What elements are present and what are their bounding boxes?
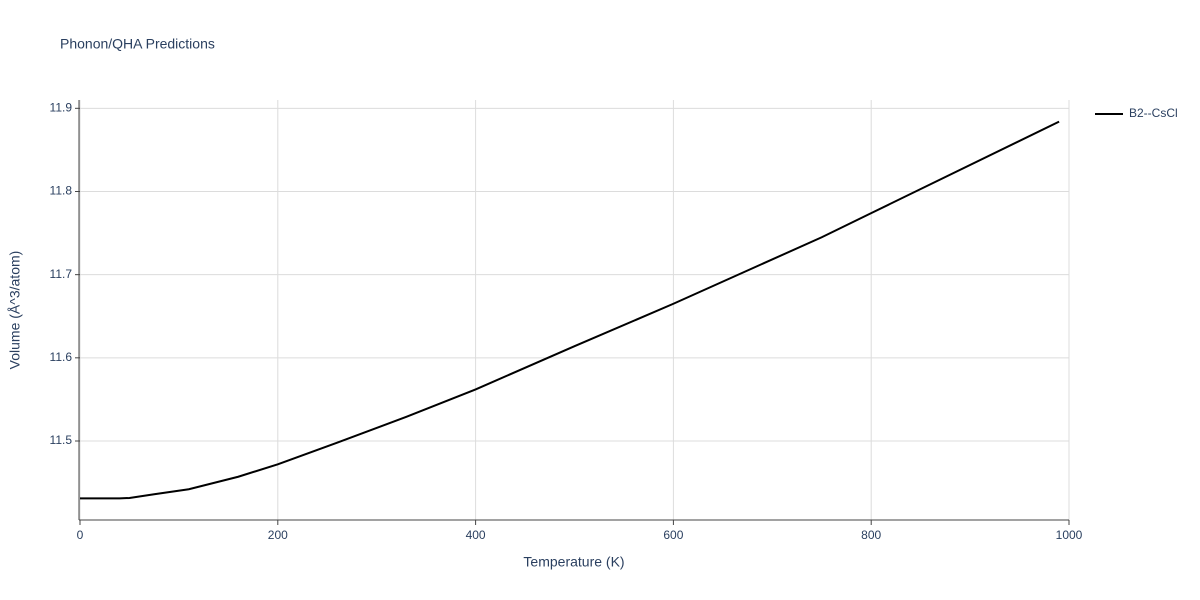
x-tick-label: 1000 bbox=[1056, 528, 1083, 542]
y-tick-label: 11.7 bbox=[50, 267, 73, 281]
y-tick-label: 11.5 bbox=[50, 433, 73, 447]
chart-title: Phonon/QHA Predictions bbox=[60, 36, 215, 52]
y-tick-label: 11.9 bbox=[50, 100, 73, 114]
x-axis-label: Temperature (K) bbox=[523, 554, 624, 570]
x-tick-label: 400 bbox=[466, 528, 486, 542]
y-tick-label: 11.6 bbox=[50, 350, 73, 364]
x-tick-label: 0 bbox=[77, 528, 84, 542]
x-tick-label: 600 bbox=[663, 528, 683, 542]
x-tick-label: 800 bbox=[861, 528, 881, 542]
x-tick-label: 200 bbox=[268, 528, 288, 542]
legend-label: B2--CsCl bbox=[1129, 106, 1178, 120]
y-axis-label: Volume (Å^3/atom) bbox=[7, 251, 23, 370]
y-tick-label: 11.8 bbox=[50, 184, 73, 198]
data-line bbox=[80, 120, 1060, 500]
